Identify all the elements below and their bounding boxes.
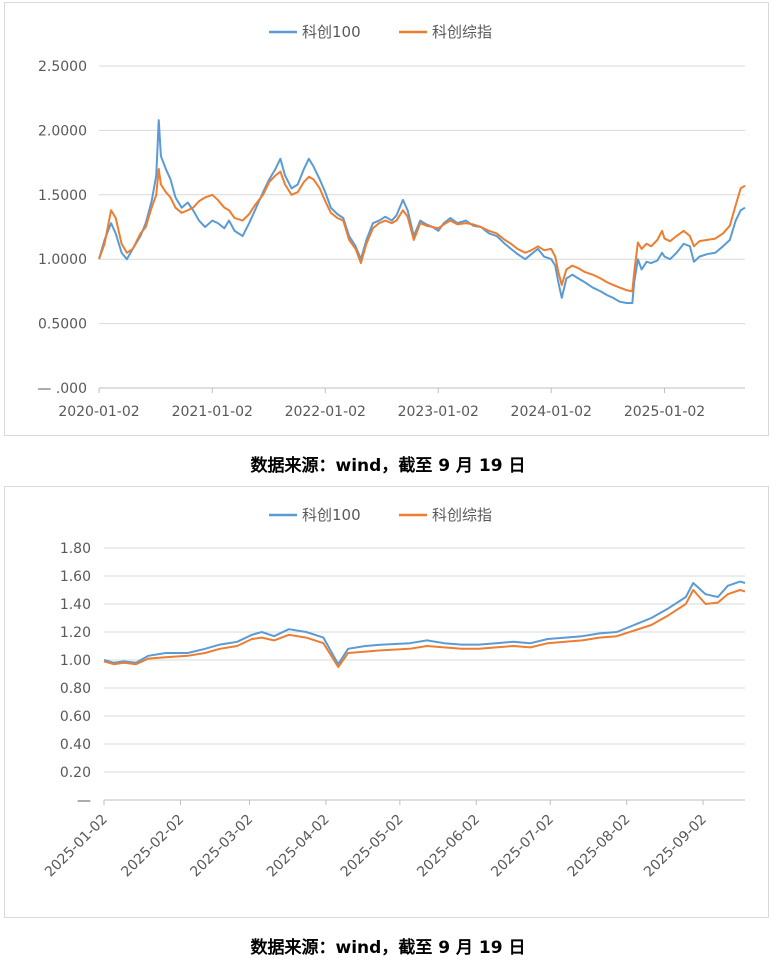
- x-tick-label: 2025-03-02: [187, 812, 256, 881]
- y-tick-label: 1.00: [60, 653, 91, 669]
- legend-label-1: 科创100: [302, 23, 361, 41]
- x-tick-label: 2024-01-02: [511, 404, 592, 420]
- x-tick-label: 2025-06-02: [414, 812, 483, 881]
- x-tick-label: 2022-01-02: [285, 404, 366, 420]
- x-tick-label: 2025-07-02: [488, 812, 557, 881]
- series-line-2: [103, 589, 746, 668]
- y-tick-label: 1.40: [60, 597, 91, 613]
- y-tick-label: —: [77, 793, 91, 809]
- y-tick-label: — .000: [37, 381, 87, 397]
- y-tick-label: 2.0000: [38, 123, 87, 139]
- x-tick-label: 2020-01-02: [58, 404, 139, 420]
- series-line-1: [98, 119, 746, 304]
- legend-label-2: 科创综指: [432, 23, 492, 41]
- y-tick-label: 2.5000: [38, 59, 87, 75]
- series-line-1: [103, 580, 746, 666]
- line-chart-ytd: — 0.20 0.40 0.60 0.80 1.00 1.20 1.40 1.60 1.80 202…: [42, 506, 746, 881]
- y-tick-label: 1.5000: [38, 188, 87, 204]
- series-line-2: [98, 168, 746, 293]
- legend-label-2: 科创综指: [432, 506, 492, 524]
- chart-panel-ytd: — 0.20 0.40 0.60 0.80 1.00 1.20 1.40 1.60 1.80 202…: [4, 486, 769, 918]
- x-tick-label: 2025-08-02: [565, 812, 634, 881]
- y-tick-label: 0.60: [60, 709, 91, 725]
- y-tick-label: 0.40: [60, 737, 91, 753]
- y-tick-label: 1.0000: [38, 252, 87, 268]
- legend-label-1: 科创100: [302, 506, 361, 524]
- y-tick-label: 0.20: [60, 765, 91, 781]
- line-chart-long-term: — .000 0.5000 1.0000 1.5000 2.0000 2.5000 2020…: [37, 23, 746, 420]
- source-caption-top: 数据来源：wind，截至 9 月 19 日: [250, 456, 526, 476]
- y-tick-label: 1.20: [60, 625, 91, 641]
- source-caption-bottom: 数据来源：wind，截至 9 月 19 日: [250, 938, 526, 958]
- x-tick-label: 2021-01-02: [172, 404, 253, 420]
- y-tick-label: 0.80: [60, 681, 91, 697]
- x-tick-label: 2025-02-02: [118, 812, 187, 881]
- x-tick-label: 2025-01-02: [624, 404, 705, 420]
- x-tick-label: 2025-01-02: [42, 812, 111, 881]
- x-tick-label: 2025-09-02: [641, 812, 710, 881]
- x-tick-label: 2025-05-02: [338, 812, 407, 881]
- chart-panel-long-term: — .000 0.5000 1.0000 1.5000 2.0000 2.5000 2020…: [4, 2, 769, 436]
- x-tick-label: 2025-04-02: [264, 812, 333, 881]
- y-tick-label: 1.60: [60, 569, 91, 585]
- y-tick-label: 0.5000: [38, 317, 87, 333]
- x-tick-label: 2023-01-02: [398, 404, 479, 420]
- y-tick-label: 1.80: [60, 541, 91, 557]
